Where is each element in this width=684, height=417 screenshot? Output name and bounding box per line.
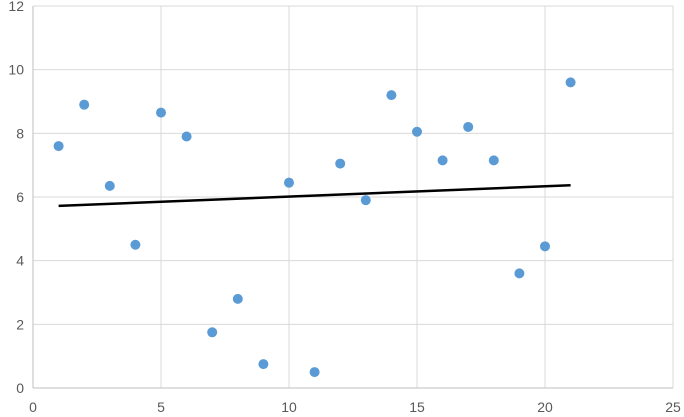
data-point bbox=[156, 107, 166, 118]
x-tick-label: 0 bbox=[29, 399, 37, 415]
x-tick-label: 10 bbox=[281, 399, 297, 415]
data-point bbox=[565, 77, 576, 88]
data-point bbox=[437, 155, 448, 166]
data-point bbox=[130, 239, 141, 250]
x-tick-label: 5 bbox=[157, 399, 165, 415]
data-points bbox=[53, 77, 576, 378]
data-point bbox=[258, 359, 269, 370]
data-point bbox=[386, 90, 397, 101]
y-tick-label: 0 bbox=[16, 380, 24, 396]
data-point bbox=[488, 155, 499, 166]
x-tick-label: 20 bbox=[537, 399, 553, 415]
data-point bbox=[335, 158, 346, 169]
trendline-layer bbox=[58, 183, 571, 208]
tick-labels: 0 2 4 6 8 10 12 0 5 10 15 20 25 bbox=[8, 0, 681, 415]
y-tick-label: 12 bbox=[8, 0, 24, 14]
y-tick-label: 2 bbox=[16, 316, 24, 332]
data-point bbox=[207, 327, 218, 338]
gridlines bbox=[33, 5, 674, 388]
data-point bbox=[412, 126, 422, 137]
data-point bbox=[181, 131, 192, 142]
y-tick-label: 8 bbox=[16, 125, 24, 141]
y-tick-label: 6 bbox=[16, 189, 24, 205]
data-point bbox=[463, 121, 474, 132]
y-tick-label: 4 bbox=[16, 253, 24, 269]
x-tick-label: 15 bbox=[409, 399, 425, 415]
data-point bbox=[104, 180, 115, 191]
data-point bbox=[79, 99, 90, 110]
y-tick-label: 10 bbox=[8, 62, 24, 78]
data-point bbox=[309, 367, 320, 378]
x-tick-label: 25 bbox=[665, 399, 681, 415]
data-point bbox=[514, 268, 525, 279]
data-point bbox=[53, 141, 64, 152]
data-point bbox=[360, 195, 371, 206]
axes bbox=[32, 6, 673, 389]
data-point bbox=[232, 293, 243, 304]
data-point bbox=[540, 241, 550, 252]
data-point bbox=[284, 177, 294, 188]
trendline bbox=[58, 183, 571, 208]
